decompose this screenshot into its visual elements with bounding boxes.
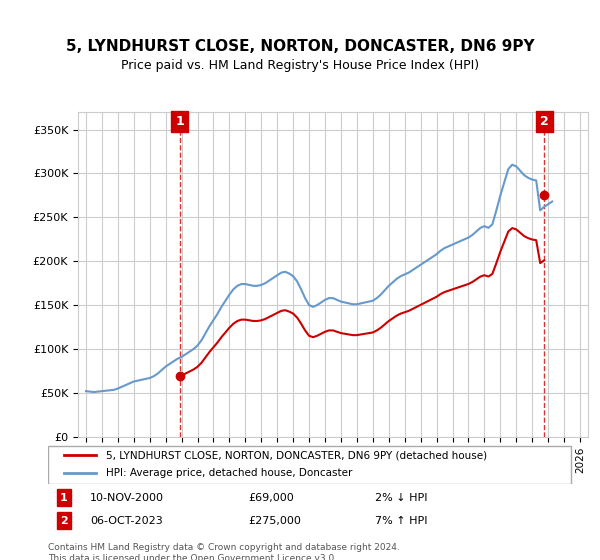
Text: 5, LYNDHURST CLOSE, NORTON, DONCASTER, DN6 9PY: 5, LYNDHURST CLOSE, NORTON, DONCASTER, D…: [65, 39, 535, 54]
Text: 10-NOV-2000: 10-NOV-2000: [90, 493, 164, 503]
Text: 5, LYNDHURST CLOSE, NORTON, DONCASTER, DN6 9PY (detached house): 5, LYNDHURST CLOSE, NORTON, DONCASTER, D…: [106, 450, 487, 460]
Text: 7% ↑ HPI: 7% ↑ HPI: [376, 516, 428, 526]
Text: £275,000: £275,000: [248, 516, 302, 526]
Text: 1: 1: [60, 493, 68, 503]
Text: Contains HM Land Registry data © Crown copyright and database right 2024.
This d: Contains HM Land Registry data © Crown c…: [48, 543, 400, 560]
Text: 2: 2: [60, 516, 68, 526]
Text: 2% ↓ HPI: 2% ↓ HPI: [376, 493, 428, 503]
FancyBboxPatch shape: [48, 446, 571, 484]
Text: 06-OCT-2023: 06-OCT-2023: [90, 516, 163, 526]
Text: HPI: Average price, detached house, Doncaster: HPI: Average price, detached house, Donc…: [106, 468, 352, 478]
Text: £69,000: £69,000: [248, 493, 295, 503]
Text: 2: 2: [540, 115, 549, 128]
Text: Price paid vs. HM Land Registry's House Price Index (HPI): Price paid vs. HM Land Registry's House …: [121, 59, 479, 72]
Text: 1: 1: [175, 115, 184, 128]
